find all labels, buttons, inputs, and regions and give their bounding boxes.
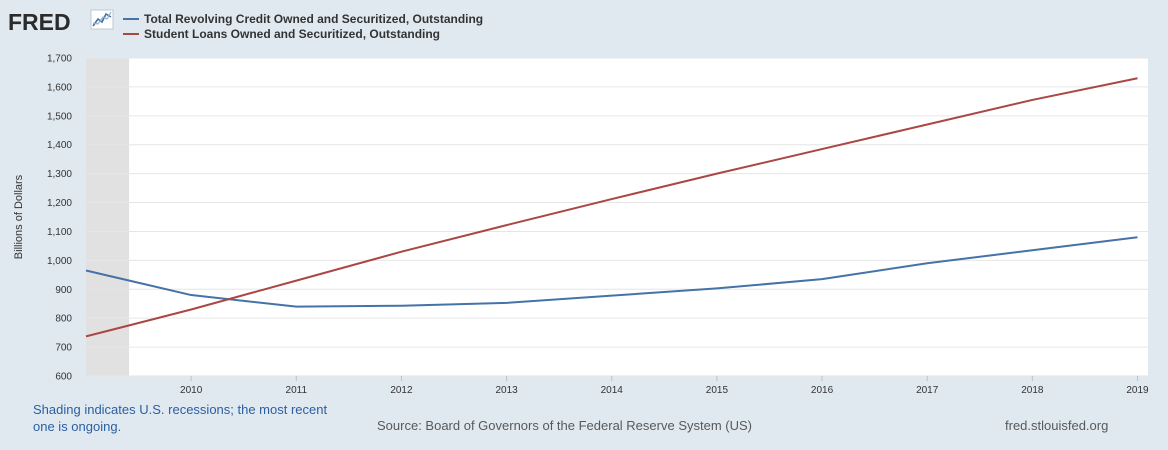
fred-logo-graph-icon <box>90 9 114 30</box>
y-tick-label: 800 <box>55 314 72 325</box>
recession-note: Shading indicates U.S. recessions; the m… <box>33 402 328 434</box>
y-axis-ticks: 600 700 800 900 1,000 1,100 1,200 1,300 1,400 1,5… <box>47 54 72 383</box>
x-tick-label: 2016 <box>811 385 834 396</box>
y-tick-label: 900 <box>55 285 72 296</box>
x-tick-label: 2010 <box>180 385 203 396</box>
site-link[interactable]: fred.stlouisfed.org <box>1005 418 1109 433</box>
y-tick-label: 1,600 <box>47 82 72 93</box>
series-layer <box>85 77 1138 338</box>
legend-label-revolving: Total Revolving Credit Owned and Securit… <box>144 12 483 26</box>
y-tick-label: 1,400 <box>47 140 72 151</box>
y-tick-label: 600 <box>55 372 72 383</box>
fred-logo[interactable]: FRED <box>8 9 114 35</box>
y-tick-label: 1,200 <box>47 198 72 209</box>
fred-logo-text: FRED <box>8 9 71 35</box>
recession-band-0 <box>86 58 130 376</box>
series-line-student-loans[interactable] <box>85 77 1138 338</box>
x-axis-ticks: 2010 2011 2012 2013 2014 2015 2016 2017 2018 2019 <box>180 376 1149 396</box>
source-note: Source: Board of Governors of the Federa… <box>377 418 752 433</box>
x-tick-label: 2012 <box>390 385 413 396</box>
recession-shading-layer <box>86 58 130 376</box>
legend-item-student-loans[interactable]: Student Loans Owned and Securitized, Out… <box>123 27 440 41</box>
series-line-revolving-credit[interactable] <box>85 236 1138 308</box>
y-tick-label: 1,300 <box>47 169 72 180</box>
y-tick-label: 1,000 <box>47 256 72 267</box>
y-tick-label: 1,100 <box>47 227 72 238</box>
plot-area <box>86 58 1148 376</box>
legend-item-revolving[interactable]: Total Revolving Credit Owned and Securit… <box>123 12 483 26</box>
x-tick-label: 2014 <box>601 385 624 396</box>
y-tick-label: 700 <box>55 343 72 354</box>
x-tick-label: 2015 <box>706 385 729 396</box>
y-tick-label: 1,700 <box>47 54 72 65</box>
y-tick-label: 1,500 <box>47 111 72 122</box>
x-tick-label: 2018 <box>1021 385 1044 396</box>
x-tick-label: 2017 <box>916 385 939 396</box>
legend-label-student-loans: Student Loans Owned and Securitized, Out… <box>144 27 440 41</box>
x-tick-label: 2013 <box>495 385 518 396</box>
x-tick-label: 2011 <box>286 385 308 396</box>
legend: Total Revolving Credit Owned and Securit… <box>123 12 483 41</box>
x-tick-label: 2019 <box>1126 385 1149 396</box>
y-axis-label: Billions of Dollars <box>13 174 25 259</box>
